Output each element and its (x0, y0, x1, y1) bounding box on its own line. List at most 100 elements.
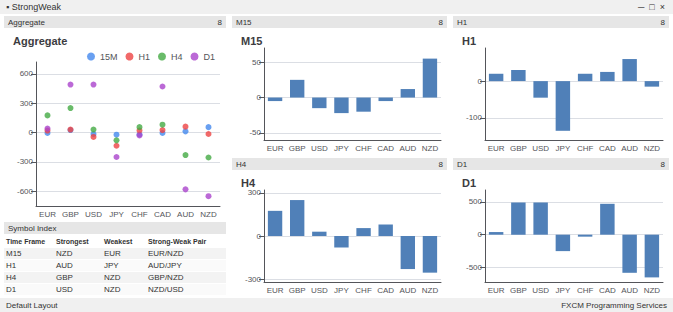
svg-text:H1: H1 (457, 18, 468, 27)
svg-text:Symbol Index: Symbol Index (8, 224, 56, 233)
svg-text:EUR: EUR (267, 286, 284, 295)
svg-text:NZD: NZD (422, 286, 439, 295)
svg-text:GBP: GBP (289, 144, 306, 153)
svg-text:▪ StrongWeak: ▪ StrongWeak (6, 2, 62, 12)
svg-text:NZD/USD: NZD/USD (148, 285, 184, 294)
svg-text:Aggregate: Aggregate (8, 18, 45, 27)
svg-text:USD: USD (532, 286, 549, 295)
svg-text:JPY: JPY (109, 210, 124, 219)
svg-text:GBP: GBP (56, 273, 73, 282)
svg-text:H1: H1 (138, 52, 150, 62)
svg-text:CHF: CHF (355, 286, 372, 295)
svg-text:-600: -600 (17, 187, 34, 196)
svg-text:Time Frame: Time Frame (6, 238, 45, 245)
svg-text:NZD: NZD (56, 249, 73, 258)
svg-text:CHF: CHF (577, 286, 594, 295)
svg-text:USD: USD (56, 285, 73, 294)
svg-text:JPY: JPY (334, 144, 349, 153)
svg-text:600: 600 (20, 69, 34, 78)
svg-text:GBP/NZD: GBP/NZD (148, 273, 184, 282)
svg-text:JPY: JPY (104, 261, 119, 270)
svg-text:Weakest: Weakest (104, 238, 133, 245)
svg-text:CHF: CHF (355, 144, 372, 153)
svg-text:AUD: AUD (56, 261, 73, 270)
svg-text:M15: M15 (236, 18, 252, 27)
svg-text:CAD: CAD (154, 210, 171, 219)
svg-text:0: 0 (257, 93, 262, 102)
svg-text:0: 0 (257, 232, 262, 241)
svg-text:EUR: EUR (488, 144, 505, 153)
svg-text:H4: H4 (241, 177, 256, 189)
svg-text:H4: H4 (236, 160, 247, 169)
svg-text:GBP: GBP (510, 286, 527, 295)
svg-text:EUR: EUR (267, 144, 284, 153)
svg-text:AUD: AUD (621, 144, 638, 153)
svg-text:JPY: JPY (556, 286, 571, 295)
svg-text:8: 8 (218, 18, 223, 27)
svg-text:AUD: AUD (177, 210, 194, 219)
svg-text:NZD: NZD (104, 273, 121, 282)
svg-text:GBP: GBP (289, 286, 306, 295)
svg-text:M15: M15 (6, 249, 22, 258)
svg-text:300: 300 (20, 99, 34, 108)
svg-text:H1: H1 (6, 261, 17, 270)
svg-text:15M: 15M (100, 52, 118, 62)
svg-text:D1: D1 (6, 285, 17, 294)
svg-text:USD: USD (532, 144, 549, 153)
svg-text:GBP: GBP (510, 144, 527, 153)
svg-text:NZD: NZD (644, 144, 661, 153)
svg-text:USD: USD (311, 144, 328, 153)
svg-text:EUR/NZD: EUR/NZD (148, 249, 184, 258)
svg-text:AUD: AUD (399, 144, 416, 153)
svg-text:JPY: JPY (556, 144, 571, 153)
svg-text:NZD: NZD (422, 144, 439, 153)
svg-text:CHF: CHF (577, 144, 594, 153)
svg-text:AUD: AUD (399, 286, 416, 295)
svg-text:-50: -50 (249, 128, 261, 137)
svg-text:NZD: NZD (104, 285, 121, 294)
svg-text:JPY: JPY (334, 286, 349, 295)
svg-text:CAD: CAD (377, 144, 394, 153)
svg-text:EUR: EUR (104, 249, 121, 258)
svg-text:-300: -300 (17, 157, 34, 166)
svg-text:AUD: AUD (621, 286, 638, 295)
svg-text:USD: USD (85, 210, 102, 219)
svg-text:USD: USD (311, 286, 328, 295)
svg-text:D1: D1 (462, 177, 476, 189)
svg-text:-300: -300 (245, 275, 262, 284)
svg-text:Strong-Weak Pair: Strong-Weak Pair (148, 238, 206, 246)
svg-text:8: 8 (661, 18, 666, 27)
svg-text:EUR: EUR (488, 286, 505, 295)
svg-text:CAD: CAD (377, 286, 394, 295)
svg-text:Default Layout: Default Layout (6, 301, 58, 310)
svg-text:NZD: NZD (644, 286, 661, 295)
svg-text:500: 500 (469, 197, 483, 206)
svg-text:-100: -100 (466, 113, 483, 122)
svg-text:M15: M15 (241, 35, 262, 47)
svg-text:0: 0 (478, 77, 483, 86)
svg-text:NZD: NZD (200, 210, 217, 219)
svg-text:D1: D1 (457, 160, 468, 169)
svg-text:H1: H1 (462, 35, 476, 47)
svg-text:H4: H4 (6, 273, 17, 282)
svg-text:8: 8 (439, 18, 444, 27)
svg-text:─ □ ×: ─ □ × (637, 2, 665, 12)
svg-text:D1: D1 (203, 52, 215, 62)
svg-text:Aggregate: Aggregate (13, 35, 67, 47)
svg-text:H4: H4 (171, 52, 183, 62)
svg-text:50: 50 (252, 58, 261, 67)
svg-text:8: 8 (661, 160, 666, 169)
svg-text:CAD: CAD (599, 144, 616, 153)
svg-text:300: 300 (248, 188, 262, 197)
svg-text:-500: -500 (466, 263, 483, 272)
svg-text:GBP: GBP (62, 210, 79, 219)
svg-text:8: 8 (439, 160, 444, 169)
svg-text:FXCM Programming Services: FXCM Programming Services (561, 301, 667, 310)
svg-text:Strongest: Strongest (56, 238, 89, 246)
svg-text:CHF: CHF (131, 210, 148, 219)
svg-text:0: 0 (29, 128, 34, 137)
svg-text:AUD/JPY: AUD/JPY (148, 261, 182, 270)
svg-text:0: 0 (478, 230, 483, 239)
svg-text:CAD: CAD (599, 286, 616, 295)
svg-text:EUR: EUR (39, 210, 56, 219)
